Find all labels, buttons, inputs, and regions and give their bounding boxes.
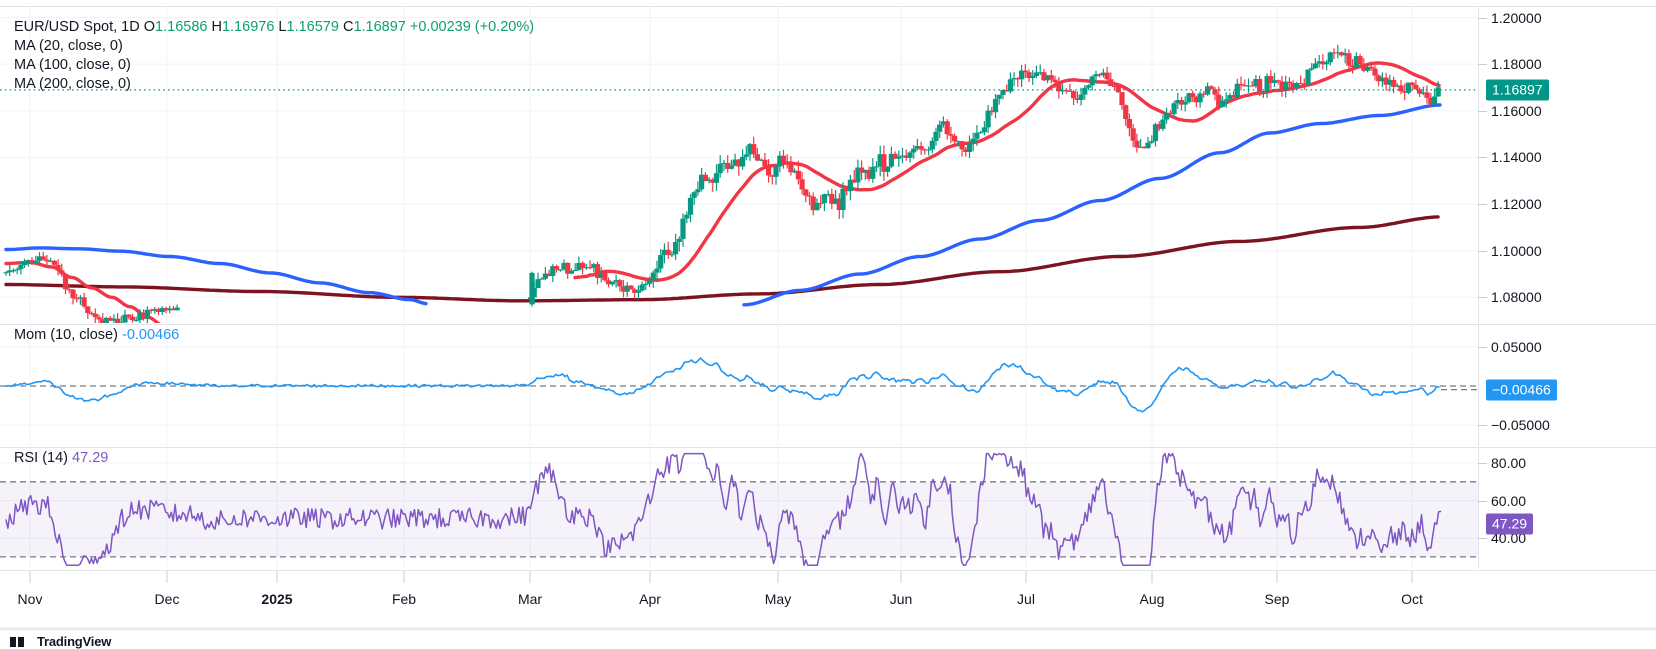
price-tick-mark [1478, 17, 1487, 19]
ma200-legend[interactable]: MA (200, close, 0) [14, 76, 131, 92]
close-label: C [342, 19, 354, 35]
open-label: O [143, 19, 156, 35]
symbol-title[interactable]: EUR/USD Spot, 1D [14, 19, 140, 35]
current-momentum-tag: −0.00466 [1486, 379, 1557, 401]
price-tick-mark [1478, 297, 1487, 299]
price-tick-label: 1.10000 [1491, 242, 1542, 259]
high-label: H [211, 19, 222, 35]
price-tick-label: 1.08000 [1491, 289, 1542, 306]
low-label: L [278, 19, 287, 35]
rsi-tick-mark [1478, 463, 1487, 464]
rsi-value: 47.29 [72, 450, 109, 466]
high-value: 1.16976 [221, 19, 275, 35]
time-label-jun: Jun [889, 591, 913, 607]
momentum-tick-label: 0.05000 [1491, 338, 1542, 355]
time-label-oct: Oct [1401, 591, 1423, 607]
ma20-legend[interactable]: MA (20, close, 0) [14, 38, 123, 54]
time-label-apr: Apr [639, 591, 661, 607]
momentum-label: Mom (10, close) [14, 327, 118, 343]
change-value: +0.00239 (+0.20%) [409, 19, 535, 35]
price-pane[interactable] [0, 7, 1478, 323]
price-tick-label: 1.12000 [1491, 196, 1542, 213]
momentum-plot [0, 325, 1478, 446]
rsi-tick-mark [1478, 538, 1487, 540]
rsi-axis[interactable]: 80.00 60.00 40.00 47.29 [1478, 447, 1656, 569]
price-tick-mark [1478, 204, 1487, 206]
rsi-tick-label: 60.00 [1491, 492, 1527, 509]
tradingview-wordmark: TradingView [37, 634, 112, 649]
rsi-tick-label: 80.00 [1491, 455, 1527, 471]
price-tick-label: 1.18000 [1491, 56, 1542, 73]
momentum-legend[interactable]: Mom (10, close) -0.00466 [14, 327, 179, 343]
time-label-sep: Sep [1264, 591, 1290, 607]
time-label-jul: Jul [1017, 591, 1035, 607]
time-label-nov: Nov [17, 591, 43, 607]
current-rsi-tag: 47.29 [1486, 513, 1534, 535]
price-tick-mark [1478, 157, 1487, 159]
momentum-value: -0.00466 [121, 327, 180, 343]
time-axis-ticks [0, 571, 1656, 629]
momentum-pane[interactable] [0, 324, 1478, 446]
time-label-feb: Feb [391, 591, 417, 607]
symbol-ohlc-row: EUR/USD Spot, 1D O1.16586 H1.16976 L1.16… [14, 18, 534, 37]
time-label-aug: Aug [1139, 591, 1165, 607]
time-label-may: May [764, 591, 792, 607]
rsi-pane[interactable] [0, 447, 1478, 569]
time-label-dec: Dec [154, 591, 180, 607]
tradingview-logo[interactable]: TradingView [10, 634, 111, 649]
momentum-axis[interactable]: 0.05000 −0.05000 −0.00466 [1478, 324, 1656, 446]
price-axis[interactable]: 1.20000 1.18000 1.16000 1.14000 1.12000 1.100… [1478, 7, 1656, 323]
tradingview-mark-icon [10, 636, 32, 647]
time-label-2025: 2025 [261, 591, 293, 607]
price-tick-label: 1.14000 [1491, 149, 1542, 166]
rsi-legend[interactable]: RSI (14) 47.29 [14, 450, 108, 466]
momentum-tick-label: −0.05000 [1491, 417, 1550, 434]
momentum-tick-mark [1478, 425, 1487, 427]
current-price-tag: 1.16897 [1486, 79, 1549, 101]
price-tick-label: 1.20000 [1491, 9, 1542, 26]
chart-frame: Nov Dec 2025 Feb Mar Apr May Jun Jul Aug Sep Oct 1.… [0, 6, 1656, 630]
price-legend[interactable]: EUR/USD Spot, 1D O1.16586 H1.16976 L1.16… [14, 18, 534, 94]
open-value: 1.16586 [155, 19, 208, 35]
price-tick-mark [1478, 110, 1487, 112]
time-axis[interactable]: Nov Dec 2025 Feb Mar Apr May Jun Jul Aug Sep Oct [0, 570, 1656, 630]
rsi-label: RSI (14) [14, 450, 68, 466]
momentum-tick-mark [1478, 346, 1487, 348]
price-tick-label: 1.16000 [1491, 102, 1542, 119]
time-label-mar: Mar [517, 591, 543, 607]
price-tick-mark [1478, 250, 1487, 252]
low-value: 1.16579 [286, 19, 339, 35]
ma100-legend[interactable]: MA (100, close, 0) [14, 57, 131, 73]
price-plot [0, 7, 1478, 323]
rsi-plot [0, 448, 1478, 569]
rsi-tick-mark [1478, 500, 1487, 502]
close-value: 1.16897 [353, 19, 406, 35]
price-tick-mark [1478, 64, 1487, 66]
